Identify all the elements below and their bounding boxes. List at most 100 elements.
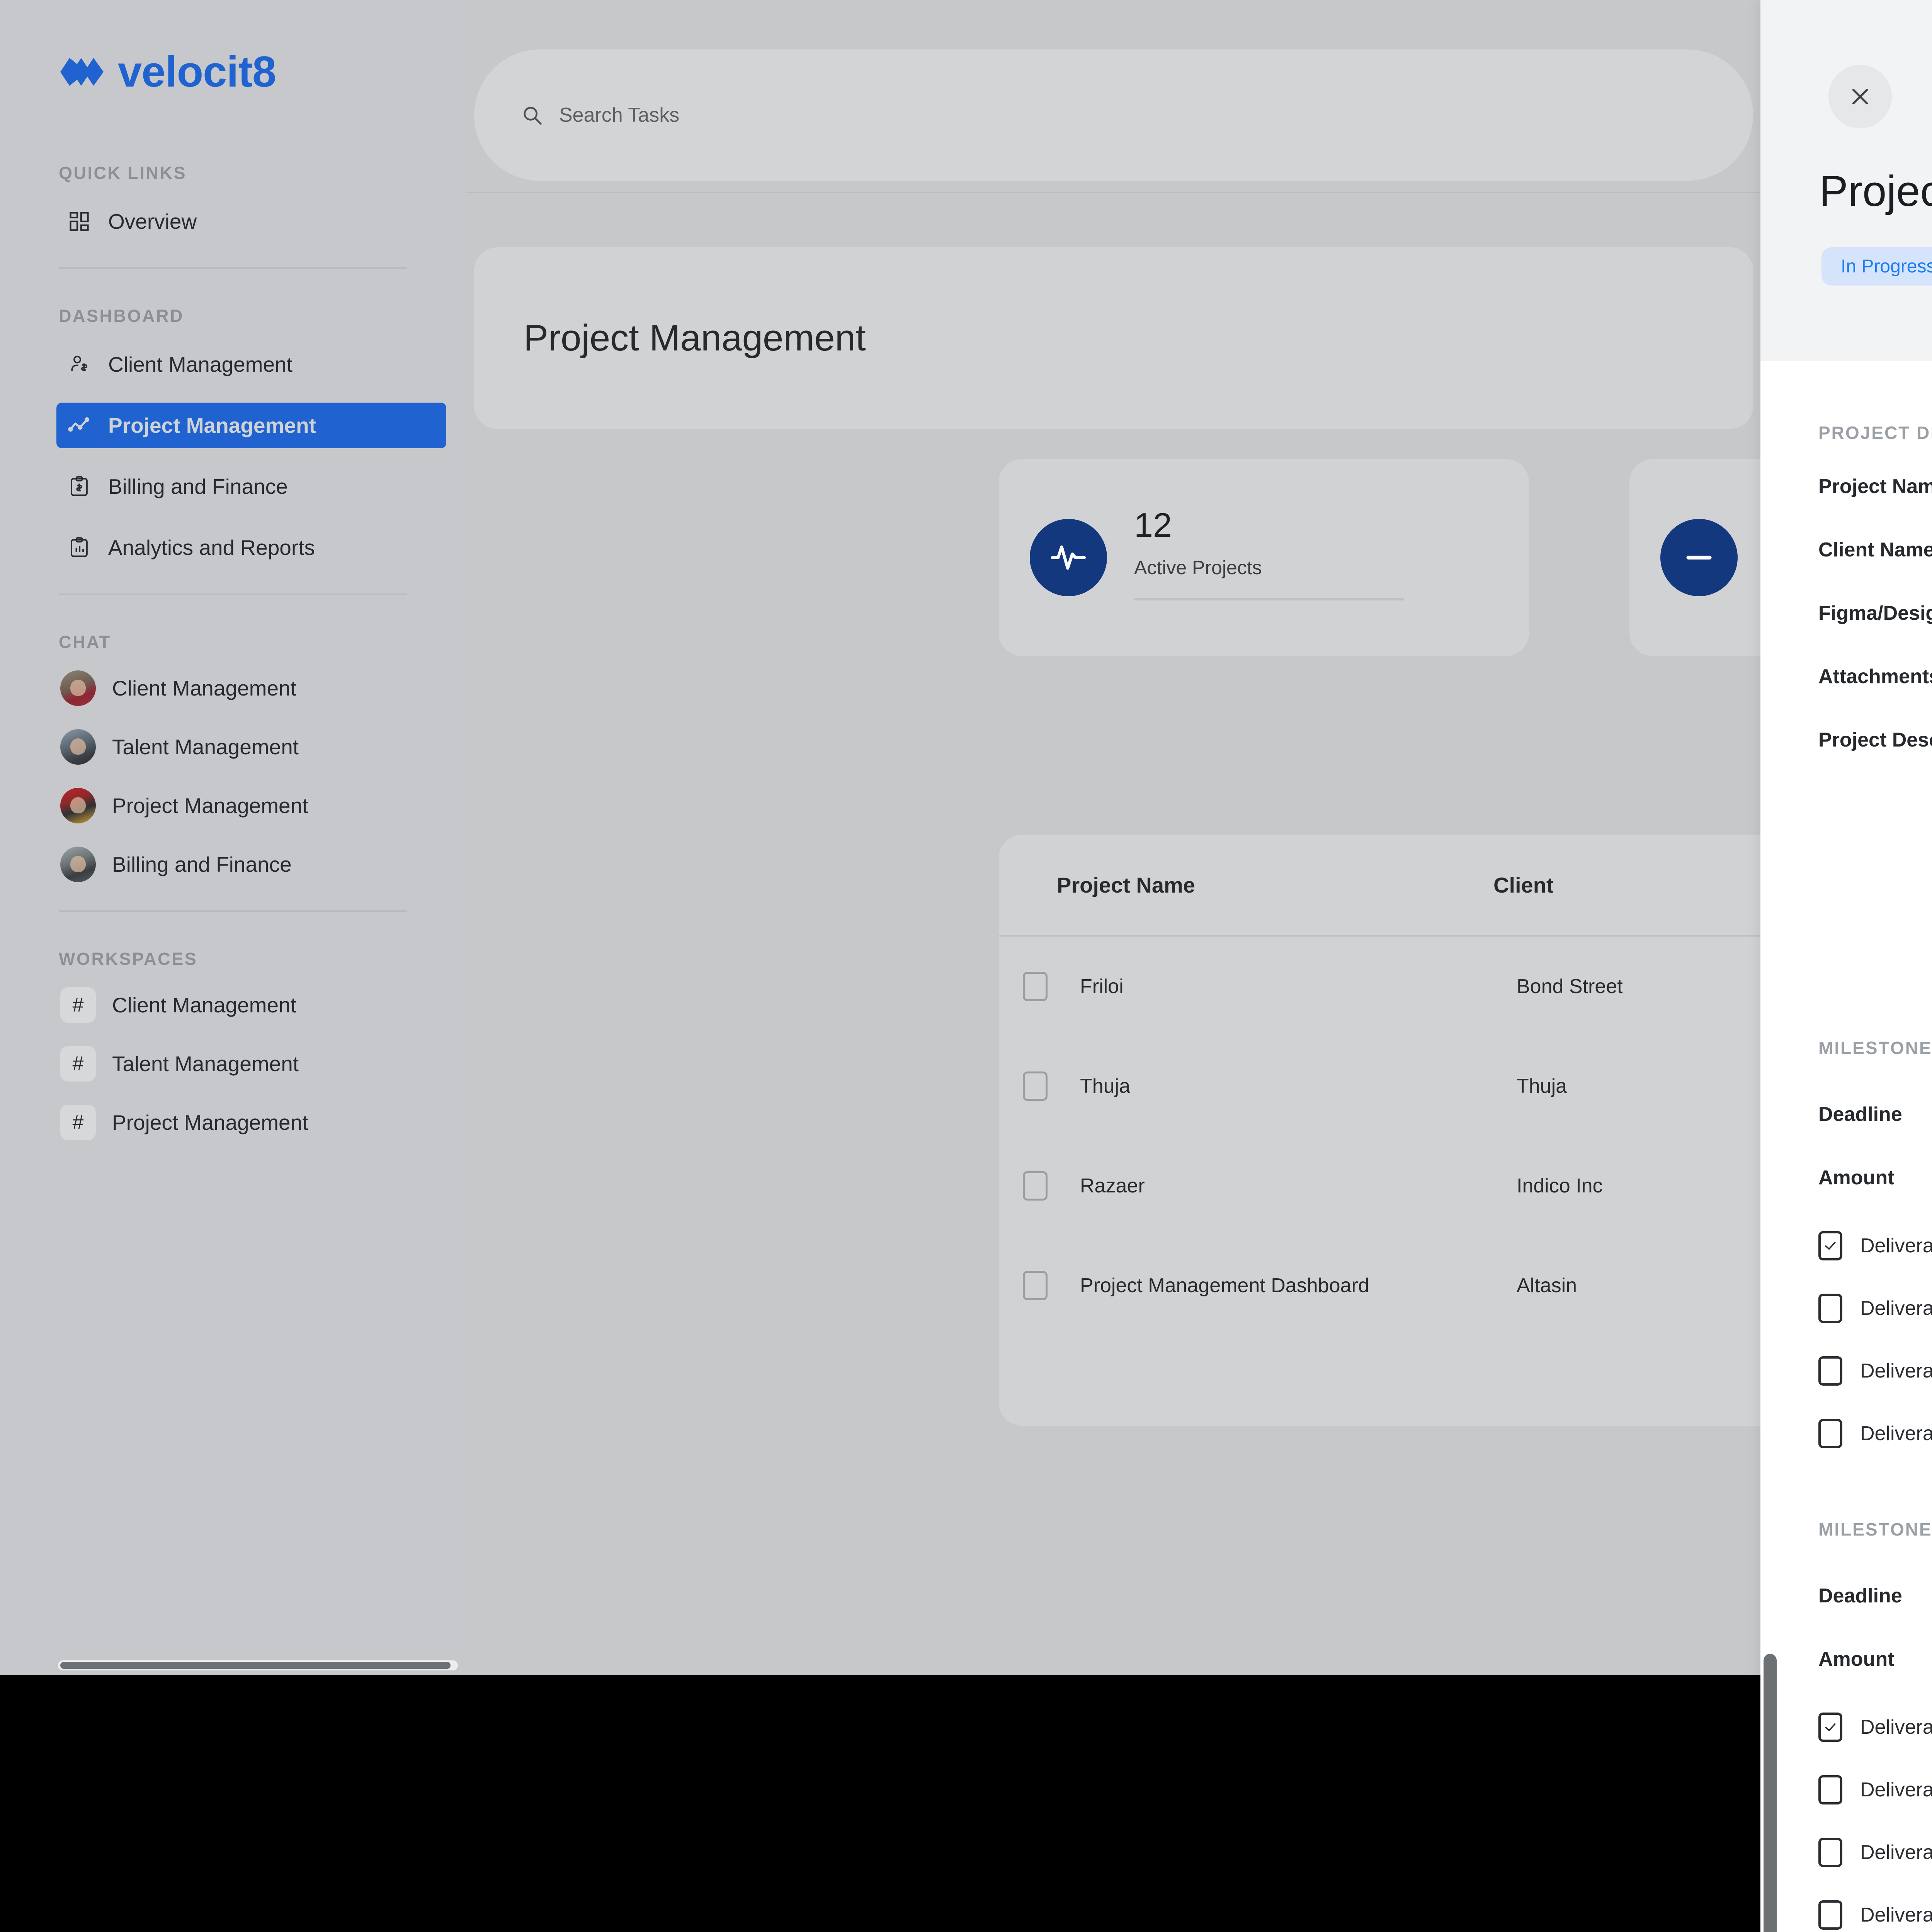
scrollbar-thumb[interactable] (60, 1662, 451, 1669)
milestone-2-deadline: Deadline 23rd December 2023 (1818, 1576, 1932, 1616)
main-content: Search Tasks Project Management 12 Activ… (466, 0, 1760, 1675)
deliverable-label: Deliverable 2 (1860, 1778, 1932, 1801)
cell-client: Indico Inc (1517, 1175, 1603, 1197)
field-label: Project Name (1818, 475, 1932, 498)
search-placeholder: Search Tasks (559, 104, 680, 126)
deliverable-row[interactable]: Deliverable 3 (1818, 1837, 1932, 1867)
milestone-1-amount: Amount $1,200 (1818, 1158, 1932, 1198)
deliverable-row[interactable]: Deliverable 4 (1818, 1418, 1932, 1448)
search-input[interactable]: Search Tasks (474, 49, 1753, 181)
workspace-item-talent-management[interactable]: # Talent Management (56, 1041, 446, 1087)
deliverable-checkbox[interactable] (1818, 1837, 1842, 1867)
deliverable-checkbox[interactable] (1818, 1900, 1842, 1930)
row-checkbox[interactable] (1023, 972, 1048, 1001)
field-label: Client Name (1818, 539, 1932, 561)
deliverable-label: Deliverable 4 (1860, 1422, 1932, 1445)
cell-project-name: Friloi (1080, 975, 1124, 998)
row-checkbox[interactable] (1023, 1071, 1048, 1101)
deliverable-checkbox[interactable] (1818, 1293, 1842, 1323)
deliverable-row[interactable]: Deliverable 4 (1818, 1900, 1932, 1930)
chat-item-billing-and-finance[interactable]: Billing and Finance (56, 842, 446, 887)
workspace-item-client-management[interactable]: # Client Management (56, 982, 446, 1028)
hash-icon: # (60, 1105, 96, 1140)
workspaces-section: WORKSPACES (0, 912, 466, 969)
field-label: Deadline (1818, 1103, 1902, 1126)
deliverable-row[interactable]: Deliverable 2 (1818, 1775, 1932, 1804)
chat-item-client-management[interactable]: Client Management (56, 665, 446, 711)
table-row[interactable]: Razaer Indico Inc In Progress (999, 1136, 1760, 1236)
drawer-header: Project Friloi In Progress Edit (1760, 0, 1932, 361)
deliverable-row[interactable]: Deliverable 1 (1818, 1712, 1932, 1742)
quick-links-section: QUICK LINKS (0, 94, 466, 183)
sidebar-horizontal-scrollbar[interactable] (58, 1660, 458, 1670)
sidebar-item-overview[interactable]: Overview (56, 199, 446, 244)
deliverable-checkbox[interactable] (1818, 1418, 1842, 1448)
hash-icon: # (60, 1046, 96, 1082)
stat-card-active-projects[interactable]: 12 Active Projects (999, 459, 1529, 656)
milestone-2-header: MILESTONE 2 Mark as (1818, 1448, 1932, 1553)
table-row[interactable]: Thuja Thuja Pending (999, 1036, 1760, 1136)
sidebar-item-billing-and-finance[interactable]: Billing and Finance (56, 464, 446, 509)
drawer-title: Project Friloi (1819, 167, 1932, 215)
avatar (60, 788, 96, 823)
cell-project-name: Thuja (1080, 1075, 1131, 1097)
brand-logo[interactable]: velocit8 (0, 0, 466, 94)
chat-item-talent-management[interactable]: Talent Management (56, 724, 446, 770)
quick-links-heading: QUICK LINKS (59, 163, 187, 183)
row-checkbox[interactable] (1023, 1171, 1048, 1201)
projects-table: Project Name Client Status Friloi Bond S… (999, 835, 1760, 1426)
stat-underline (1134, 598, 1405, 600)
line-chart-icon (66, 413, 92, 438)
sidebar-divider-3 (59, 910, 407, 912)
dashboard-heading: DASHBOARD (59, 306, 184, 326)
table-header-row: Project Name Client Status (999, 835, 1760, 935)
minus-icon (1660, 519, 1738, 596)
sidebar-item-label: Overview (108, 209, 197, 233)
sidebar-item-client-management[interactable]: Client Management (56, 342, 446, 387)
table-row[interactable]: Friloi Bond Street Completed (999, 937, 1760, 1036)
field-label: Amount (1818, 1166, 1895, 1189)
field-label: Amount (1818, 1648, 1895, 1670)
drawer-vertical-scrollbar[interactable] (1764, 1654, 1777, 1932)
milestone-1-deadline: Deadline 23rd December 2023 (1818, 1094, 1932, 1134)
avatar (60, 729, 96, 765)
sidebar: velocit8 QUICK LINKS Overview DASHBOARD (0, 0, 466, 1675)
topbar: Search Tasks (466, 0, 1760, 193)
search-icon (520, 104, 544, 127)
deliverable-row[interactable]: Deliverable 2 (1818, 1293, 1932, 1323)
status-badge: In Progress (1821, 247, 1932, 286)
stat-label: Active Projects (1134, 557, 1262, 578)
workspace-item-label: Client Management (112, 993, 296, 1017)
sidebar-item-project-management[interactable]: Project Management (56, 403, 446, 448)
project-details-heading: PROJECT DETAILS (1818, 423, 1932, 443)
field-attachments: Attachments PDF Filio PRD PDF Technical … (1818, 656, 1932, 697)
drawer-body: PROJECT DETAILS Project Name Project Fri… (1760, 361, 1932, 1932)
field-project-description: Project Description The Velocit8 MVP aim… (1818, 720, 1932, 967)
deliverable-checkbox-checked[interactable] (1818, 1231, 1842, 1260)
row-checkbox[interactable] (1023, 1271, 1048, 1300)
hash-icon: # (60, 987, 96, 1023)
deliverable-checkbox[interactable] (1818, 1356, 1842, 1386)
column-header-client: Client (1493, 872, 1554, 897)
sidebar-item-label: Client Management (108, 352, 293, 376)
cell-project-name: Project Management Dashboard (1080, 1274, 1369, 1297)
sidebar-item-label: Billing and Finance (108, 474, 288, 498)
stat-card-inactive-projects[interactable]: 7 Inactive Projects (1629, 459, 1760, 656)
deliverable-checkbox[interactable] (1818, 1775, 1842, 1804)
deliverable-checkbox-checked[interactable] (1818, 1712, 1842, 1742)
cell-client: Bond Street (1517, 975, 1623, 998)
workspace-item-project-management[interactable]: # Project Management (56, 1100, 446, 1145)
sidebar-item-analytics-and-reports[interactable]: Analytics and Reports (56, 525, 446, 570)
chat-item-project-management[interactable]: Project Management (56, 783, 446, 828)
page-title: Project Management (524, 317, 866, 359)
field-label: Figma/Design Link (1818, 602, 1932, 624)
clipboard-chart-icon (66, 535, 92, 560)
deliverable-row[interactable]: Deliverable 1 (1818, 1231, 1932, 1260)
sidebar-item-label: Project Management (108, 413, 316, 437)
deliverable-row[interactable]: Deliverable 3 (1818, 1356, 1932, 1386)
dashboard-section: DASHBOARD (0, 269, 466, 326)
table-row[interactable]: Project Management Dashboard Altasin Clo… (999, 1236, 1760, 1335)
avatar (60, 847, 96, 882)
close-icon[interactable] (1828, 65, 1892, 128)
